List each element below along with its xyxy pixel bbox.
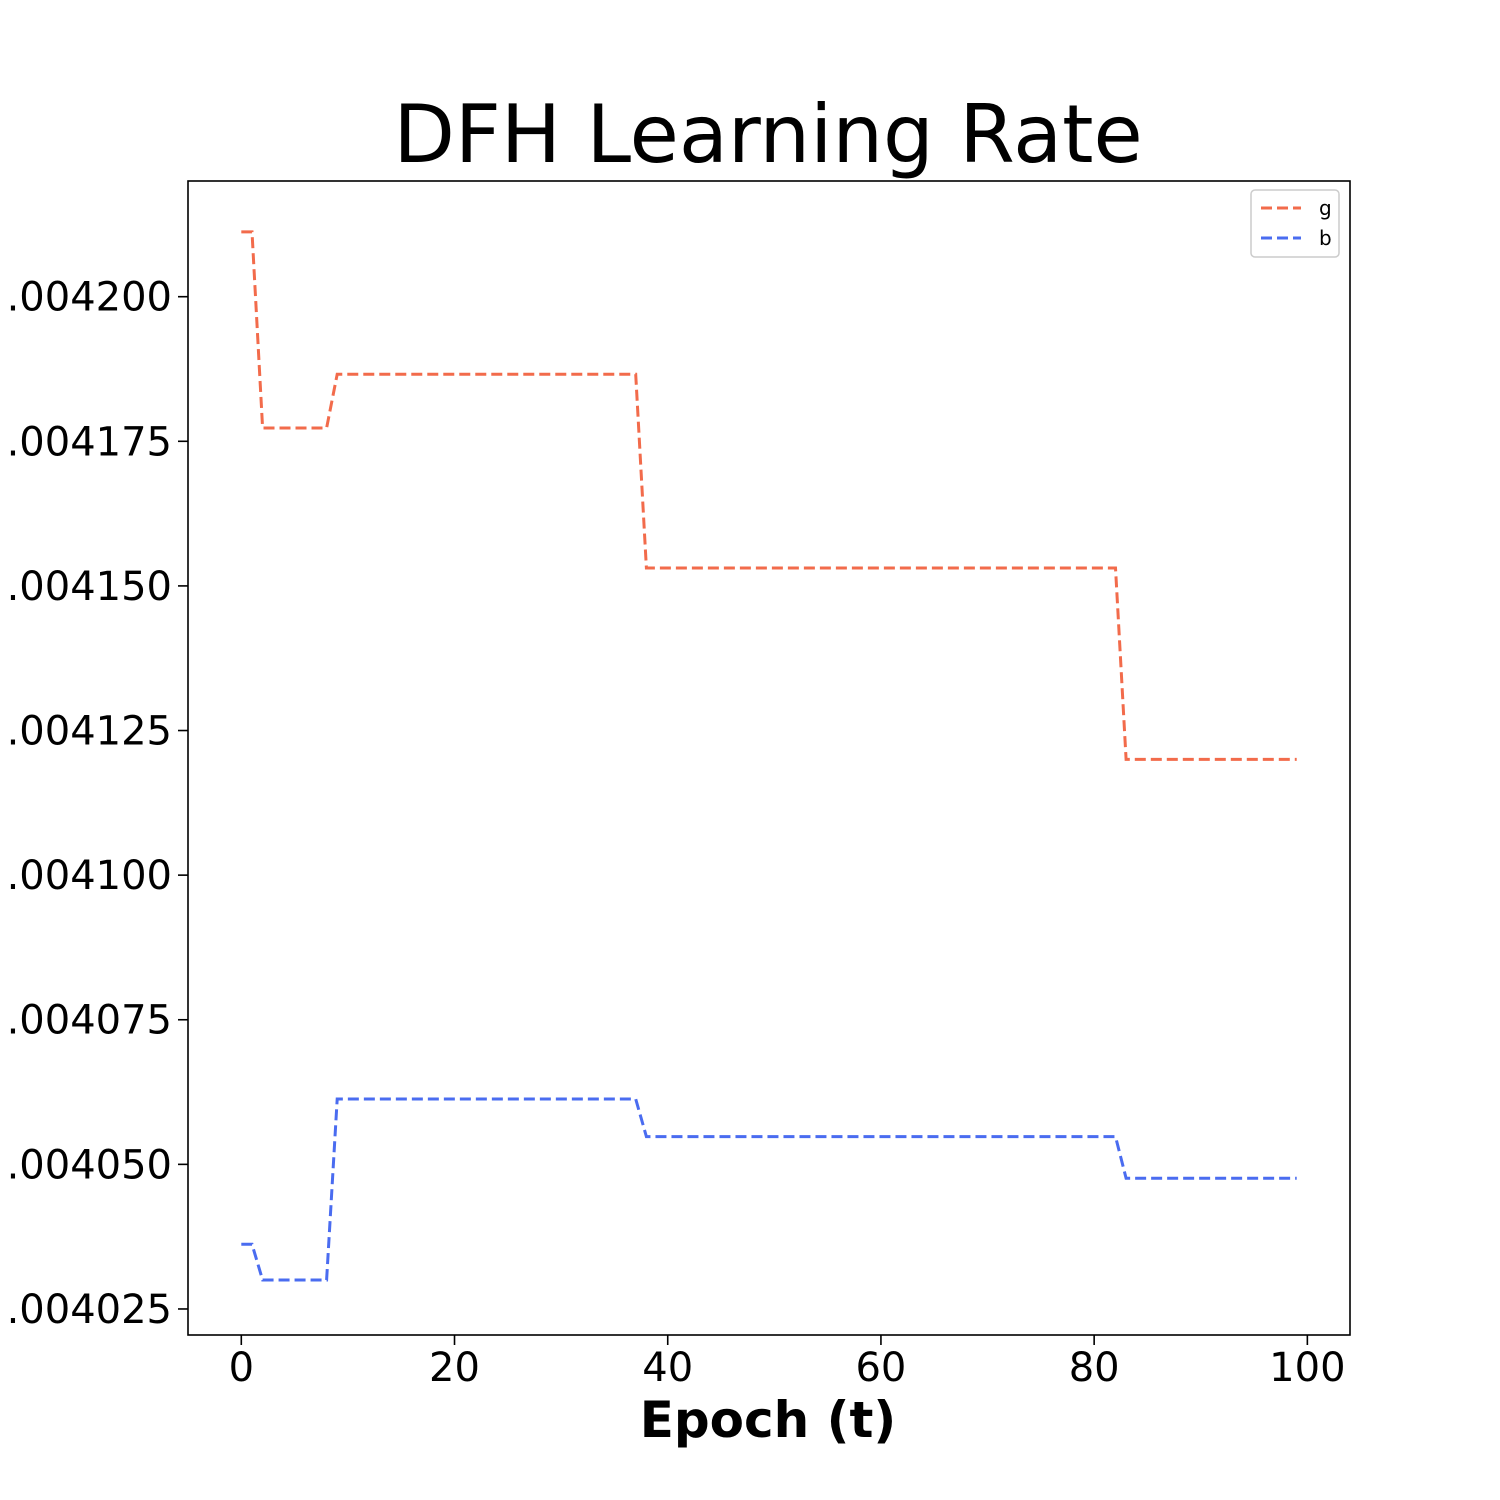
y-tick-label: .004125 bbox=[7, 709, 172, 755]
series-line-b bbox=[241, 1097, 1297, 1282]
series-line-g bbox=[241, 230, 1297, 761]
legend-label-b: b bbox=[1319, 226, 1332, 250]
y-tick-label: .004050 bbox=[7, 1142, 172, 1188]
x-axis-ticks: 0 20 40 60 80 100 bbox=[229, 1335, 1346, 1391]
x-tick-label: 0 bbox=[229, 1345, 254, 1391]
series-layer bbox=[241, 230, 1297, 1282]
x-tick-label: 100 bbox=[1269, 1345, 1345, 1391]
x-axis-label: Epoch (t) bbox=[640, 1391, 897, 1449]
y-tick-label: .004100 bbox=[7, 853, 172, 899]
chart-title: DFH Learning Rate bbox=[393, 88, 1142, 181]
y-tick-label: .004075 bbox=[7, 998, 172, 1044]
plot-area-frame bbox=[187, 180, 1351, 1336]
y-tick-label: .004150 bbox=[7, 564, 172, 610]
legend-label-g: g bbox=[1319, 196, 1332, 220]
y-tick-label: .004025 bbox=[7, 1287, 172, 1333]
legend-box bbox=[1250, 189, 1340, 258]
y-axis-ticks: .004025 .004050 .004075 .004100 .004125 .0041… bbox=[7, 275, 188, 1333]
y-tick-label: .004175 bbox=[7, 419, 172, 465]
legend: gb bbox=[1250, 189, 1340, 258]
y-tick-label: .004200 bbox=[7, 275, 172, 321]
x-tick-label: 80 bbox=[1069, 1345, 1120, 1391]
x-tick-label: 40 bbox=[642, 1345, 693, 1391]
x-tick-label: 20 bbox=[429, 1345, 480, 1391]
x-tick-label: 60 bbox=[855, 1345, 906, 1391]
